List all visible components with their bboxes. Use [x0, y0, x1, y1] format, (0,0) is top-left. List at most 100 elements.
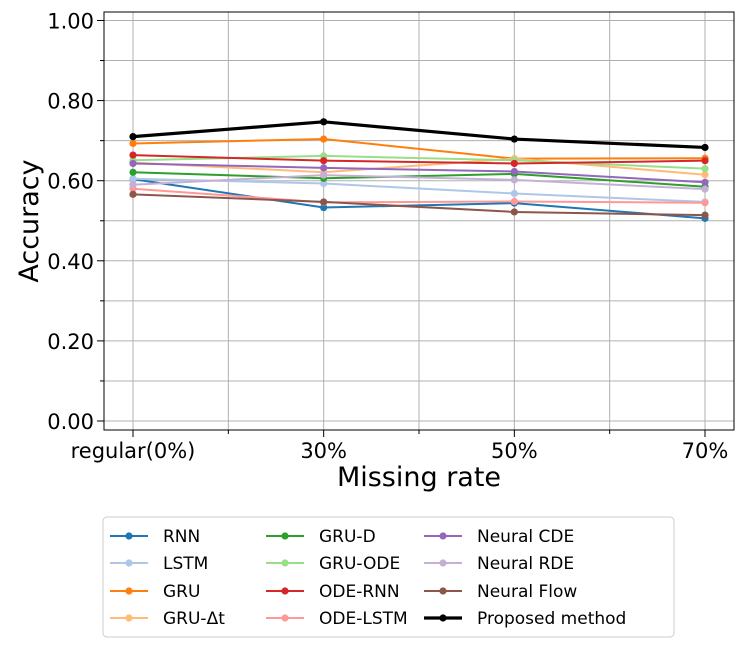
data-point-gru-t — [701, 171, 709, 179]
legend-marker-gru — [125, 587, 133, 595]
data-point-ode-rnn — [129, 151, 137, 159]
data-point-neural-cde — [701, 178, 709, 186]
legend-marker-neural-flow — [439, 587, 447, 595]
legend-marker-lstm — [125, 559, 133, 567]
series-neural-cde — [129, 159, 709, 186]
legend-entry-lstm: LSTM — [110, 554, 208, 574]
series-line-rnn — [132, 178, 706, 220]
data-point-neural-flow — [701, 211, 709, 219]
series-line-neural-cde — [132, 162, 706, 184]
y-tick-label: 1.00 — [47, 10, 94, 34]
x-axis-ticks: regular(0%) 30% 50% 70% — [71, 430, 729, 463]
y-tick-label: 0.60 — [47, 170, 94, 194]
data-point-ode-rnn — [510, 159, 518, 168]
legend-label-gru-d: GRU-D — [319, 527, 376, 547]
data-point-neural-rde — [510, 176, 518, 184]
data-point-neural-rde — [701, 185, 709, 193]
legend-entry-ode-lstm: ODE-LSTM — [266, 609, 408, 629]
legend-label-ode-rnn: ODE-RNN — [319, 582, 400, 602]
legend-box — [102, 516, 675, 638]
series-line-gru-d — [132, 171, 706, 188]
data-point-proposed-method — [701, 143, 709, 152]
data-point-neural-cde — [510, 167, 518, 176]
legend-label-rnn: RNN — [163, 527, 200, 547]
series-line-ode-lstm — [132, 187, 706, 204]
legend-label-gru-t: GRU-Δt — [163, 609, 225, 629]
y-tick-label: 0.20 — [47, 330, 94, 354]
data-point-ode-lstm — [510, 197, 518, 206]
legend: RNN LSTM GRU GRU-Δt GRU-D GRU-ODE ODE-RNN ODE-L… — [102, 516, 675, 638]
x-tick-label: 50% — [491, 439, 538, 463]
legend-label-lstm: LSTM — [163, 554, 208, 574]
series-neural-rde — [129, 171, 709, 193]
series-lines — [129, 118, 709, 222]
data-point-lstm — [320, 179, 328, 188]
data-point-gru — [320, 135, 328, 143]
data-point-rnn — [320, 203, 328, 212]
series-line-neural-flow — [132, 193, 706, 217]
legend-entry-neural-flow: Neural Flow — [424, 582, 577, 602]
data-point-neural-flow — [129, 190, 137, 198]
series-line-proposed-method — [132, 120, 706, 150]
y-axis-label: Accuracy — [14, 159, 45, 282]
legend-marker-rnn — [125, 532, 133, 540]
legend-entry-gru-t: GRU-Δt — [110, 609, 225, 629]
data-point-ode-rnn — [320, 157, 328, 165]
legend-marker-gru-d — [281, 532, 289, 540]
legend-entry-gru: GRU — [110, 582, 200, 602]
data-point-neural-flow — [320, 198, 328, 206]
x-tick-label: regular(0%) — [71, 439, 196, 463]
legend-entry-neural-cde: Neural CDE — [424, 527, 574, 547]
legend-marker-gru-ode — [281, 559, 289, 567]
data-point-neural-cde — [129, 159, 137, 168]
y-tick-label: 0.00 — [47, 410, 94, 434]
legend-marker-neural-rde — [439, 559, 447, 567]
data-point-proposed-method — [510, 135, 518, 143]
series-line-gru-t — [132, 157, 706, 176]
legend-label-neural-cde: Neural CDE — [477, 527, 574, 547]
legend-entry-rnn: RNN — [110, 527, 200, 547]
data-point-ode-lstm — [701, 199, 709, 207]
data-point-lstm — [510, 189, 518, 198]
legend-label-gru-ode: GRU-ODE — [319, 554, 400, 574]
data-point-gru — [129, 139, 137, 148]
y-tick-label: 0.80 — [47, 90, 94, 114]
series-line-neural-rde — [132, 174, 706, 191]
data-point-neural-rde — [320, 171, 328, 179]
legend-label-gru: GRU — [163, 582, 200, 602]
data-point-proposed-method — [320, 118, 328, 126]
series-ode-rnn — [129, 151, 709, 168]
y-tick-label: 0.40 — [47, 250, 94, 274]
series-line-ode-rnn — [132, 154, 706, 165]
series-line-gru — [132, 138, 706, 160]
legend-label-ode-lstm: ODE-LSTM — [319, 609, 408, 629]
x-tick-label: 70% — [682, 439, 729, 463]
data-point-ode-rnn — [701, 157, 709, 165]
x-axis-label: Missing rate — [337, 462, 501, 493]
legend-entry-gru-d: GRU-D — [266, 527, 376, 547]
legend-label-neural-flow: Neural Flow — [477, 582, 577, 602]
series-proposed-method — [129, 118, 709, 152]
legend-marker-gru-t — [125, 614, 133, 622]
legend-entry-neural-rde: Neural RDE — [424, 554, 574, 574]
data-point-gru-d — [129, 168, 137, 176]
data-point-lstm — [129, 175, 137, 183]
y-axis-ticks: 0.00 0.20 0.40 0.60 0.80 1.00 — [47, 10, 104, 434]
series-line-lstm — [132, 177, 706, 203]
data-point-neural-rde — [129, 181, 137, 189]
legend-entry-gru-ode: GRU-ODE — [266, 554, 400, 574]
series-neural-flow — [129, 190, 709, 219]
grid-lines — [104, 12, 734, 430]
legend-label-neural-rde: Neural RDE — [477, 554, 574, 574]
data-point-neural-flow — [510, 208, 518, 216]
legend-marker-ode-lstm — [281, 614, 289, 622]
data-point-proposed-method — [129, 133, 137, 141]
data-point-neural-cde — [320, 164, 328, 172]
legend-marker-ode-rnn — [281, 587, 289, 595]
legend-label-proposed-method: Proposed method — [477, 609, 626, 629]
legend-entry-proposed-method: Proposed method — [424, 609, 626, 629]
legend-marker-neural-cde — [439, 532, 447, 540]
x-tick-label: 30% — [300, 439, 347, 463]
legend-marker-proposed-method — [439, 614, 447, 622]
legend-entry-ode-rnn: ODE-RNN — [266, 582, 400, 602]
